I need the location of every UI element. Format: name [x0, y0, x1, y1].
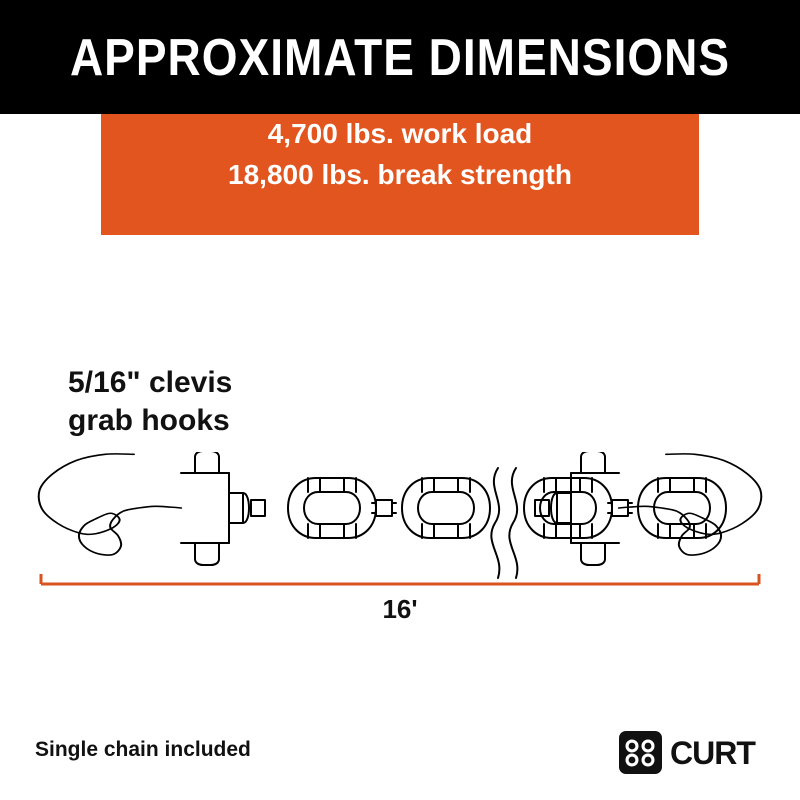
svg-text:CURT: CURT	[670, 735, 756, 771]
